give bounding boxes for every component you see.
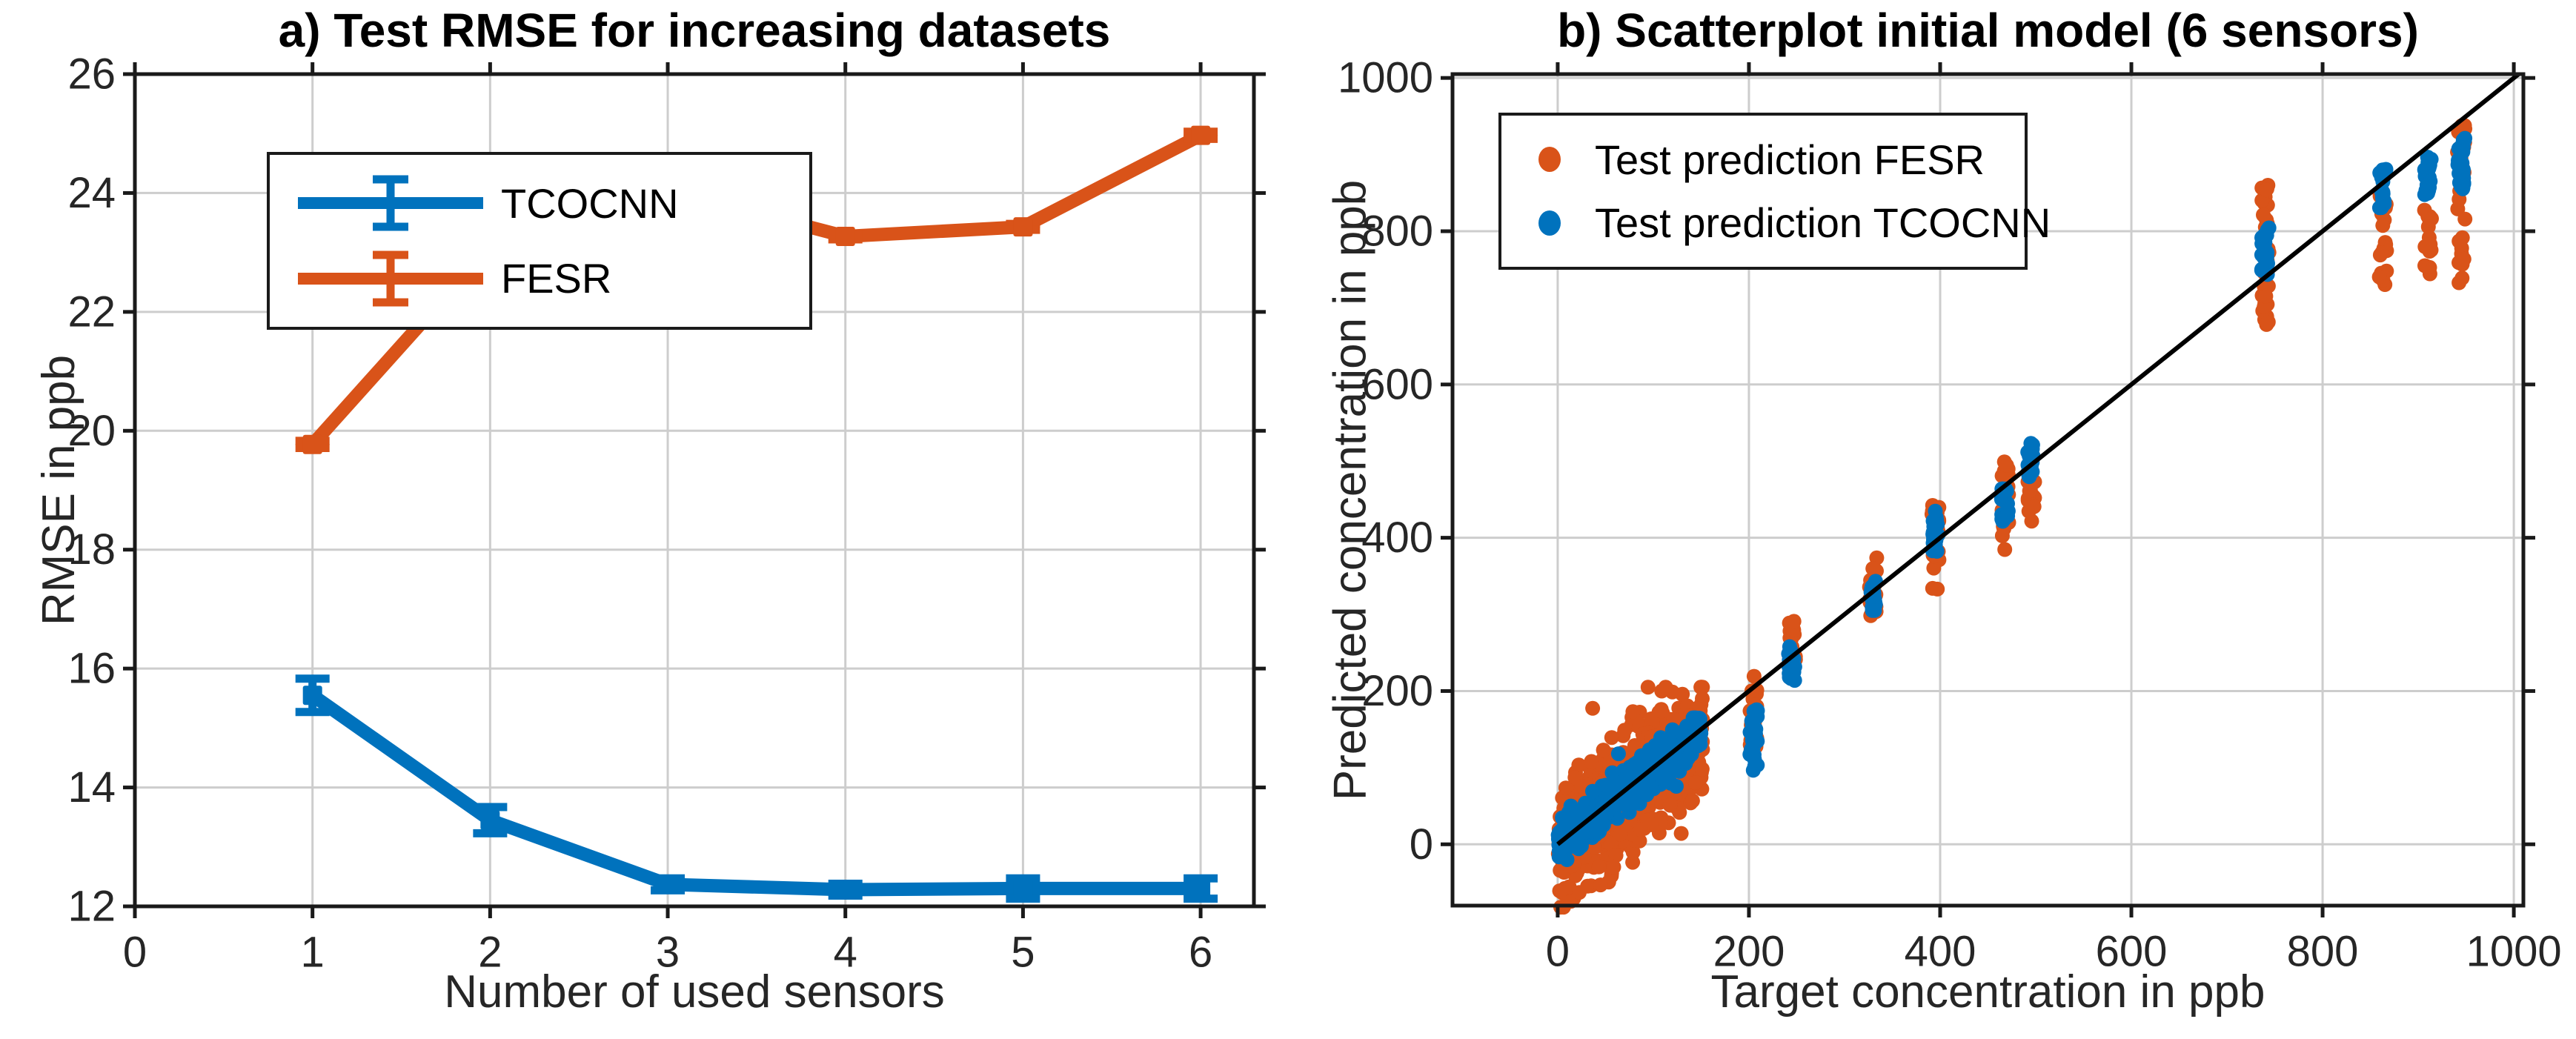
scatter-dot-glyph-fesr-icon: [1538, 147, 1561, 173]
errorbar-line-glyph-fesr-icon: [298, 250, 483, 307]
svg-text:24: 24: [67, 169, 116, 217]
svg-text:400: 400: [1361, 514, 1433, 562]
panel-a-axes-box: [133, 72, 1256, 909]
panel-a-tick-marks: [123, 62, 1266, 918]
panel-a-legend-label-tcocnn: TCOCNN: [501, 179, 679, 227]
panel-b-scatter-tcocnn: [1550, 130, 2473, 867]
panel-a-title: a) Test RMSE for increasing datasets: [278, 4, 1111, 57]
panel-a-y-tick-labels: 12 14 16 18 20 22 24 26: [67, 50, 116, 931]
panel-b-axes-box: [1450, 72, 2526, 908]
svg-text:12: 12: [67, 883, 116, 931]
svg-text:400: 400: [1905, 928, 1976, 976]
panel-b-y-axis-label-wrap: Predicted concentration in ppb: [1321, 74, 1380, 906]
svg-text:16: 16: [67, 645, 116, 693]
panel-b-x-axis-label: Target concentration in ppb: [1710, 966, 2265, 1018]
panel-b-tick-marks: [1441, 62, 2535, 917]
svg-text:600: 600: [2096, 928, 2168, 976]
panel-b-legend-label-tcocnn: Test prediction TCOCNN: [1595, 199, 2051, 247]
panel-b-title: b) Scatterplot initial model (6 sensors): [1557, 4, 2419, 57]
panel-b-y-axis-label: Predicted concentration in ppb: [1324, 179, 1376, 800]
svg-text:1: 1: [301, 929, 325, 977]
svg-text:800: 800: [2287, 928, 2359, 976]
panel-a-y-axis-label-wrap: RMSE in ppb: [30, 74, 89, 906]
svg-text:0: 0: [1410, 820, 1433, 869]
svg-text:0: 0: [123, 929, 147, 977]
svg-text:1000: 1000: [1338, 54, 1433, 102]
panel-a-legend-entry-tcocnn: TCOCNN: [270, 169, 809, 237]
svg-text:0: 0: [1546, 928, 1570, 976]
panel-a-legend: TCOCNN FESR: [267, 152, 812, 330]
svg-text:22: 22: [67, 288, 116, 336]
panel-a-legend-entry-fesr: FESR: [270, 245, 809, 313]
identity-line: [1556, 72, 2520, 846]
panel-b-legend: Test prediction FESR Test prediction TCO…: [1498, 113, 2051, 270]
panel-b-legend-entry-fesr: Test prediction FESR: [1501, 136, 2025, 184]
svg-text:5: 5: [1011, 929, 1035, 977]
svg-text:14: 14: [67, 763, 116, 811]
panel-a-series-tcocnn: [295, 674, 1218, 903]
panel-a-x-tick-labels: 0 1 2 3 4 5 6: [123, 929, 1212, 977]
panel-a-legend-label-fesr: FESR: [501, 255, 612, 302]
panel-a-y-axis-label: RMSE in ppb: [33, 354, 85, 626]
svg-text:3: 3: [656, 929, 680, 977]
svg-text:200: 200: [1361, 667, 1433, 715]
errorbar-line-glyph-tcocnn-icon: [298, 175, 483, 231]
scatter-dot-glyph-tcocnn-icon: [1538, 210, 1561, 236]
svg-text:26: 26: [67, 50, 116, 99]
panel-b-legend-label-fesr: Test prediction FESR: [1595, 136, 1985, 183]
svg-text:2: 2: [478, 929, 502, 977]
svg-text:800: 800: [1361, 207, 1433, 255]
svg-text:18: 18: [67, 525, 116, 574]
svg-text:20: 20: [67, 407, 116, 455]
svg-text:6: 6: [1189, 929, 1212, 977]
panel-b-x-tick-labels: 0 200 400 600 800 1000: [1546, 928, 2562, 976]
panel-b-legend-entry-tcocnn: Test prediction TCOCNN: [1501, 199, 2051, 247]
svg-text:600: 600: [1361, 360, 1433, 408]
svg-text:200: 200: [1713, 928, 1785, 976]
panel-a-x-axis-label: Number of used sensors: [444, 966, 945, 1018]
svg-text:1000: 1000: [2466, 928, 2562, 976]
svg-text:4: 4: [834, 929, 857, 977]
panel-b-y-tick-labels: 0 200 400 600 800 1000: [1338, 54, 1433, 869]
